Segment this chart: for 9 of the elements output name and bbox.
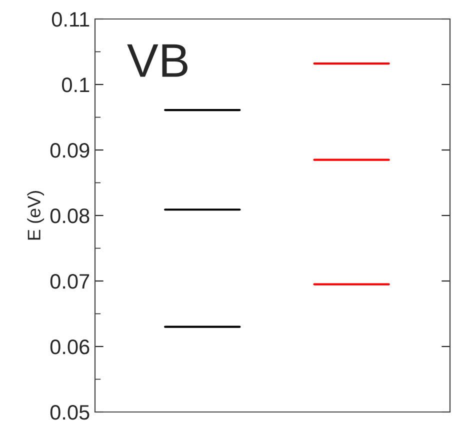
y-tick-label: 0.09 bbox=[50, 143, 90, 158]
annotation: VB bbox=[127, 44, 188, 77]
y-tick-label: 0.1 bbox=[62, 78, 90, 92]
y-tick-label: 0.11 bbox=[52, 12, 90, 27]
y-axis-title: E (eV) bbox=[27, 191, 44, 240]
y-tick-label: 0.06 bbox=[50, 340, 90, 354]
y-tick-label: 0.07 bbox=[50, 274, 90, 289]
y-tick-label: 0.05 bbox=[50, 405, 90, 420]
y-tick-label: 0.08 bbox=[50, 208, 90, 224]
